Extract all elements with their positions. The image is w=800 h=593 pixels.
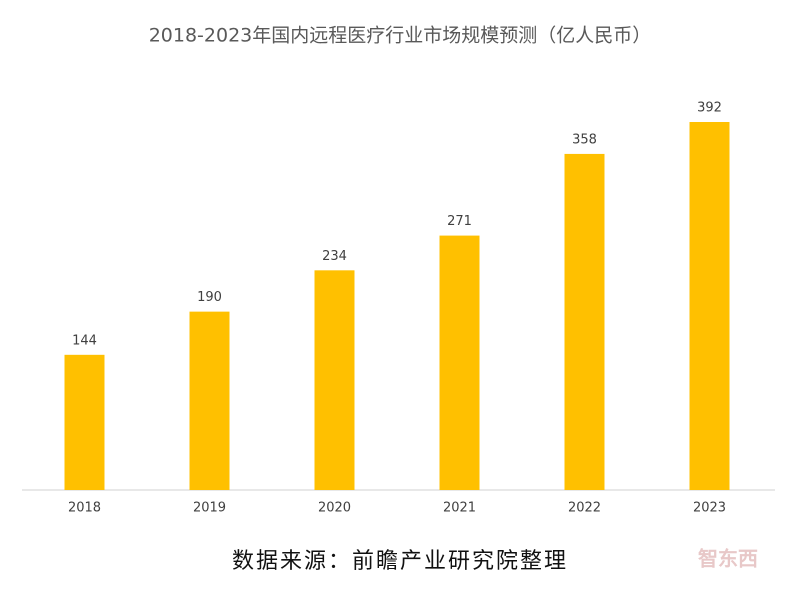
value-label: 234 bbox=[322, 249, 347, 264]
bar bbox=[189, 311, 230, 490]
source-note: 数据来源：前瞻产业研究院整理 bbox=[232, 549, 568, 574]
bar bbox=[64, 354, 105, 490]
x-tick-label: 2018 bbox=[68, 501, 101, 516]
x-tick-label: 2020 bbox=[318, 501, 351, 516]
value-label: 190 bbox=[197, 290, 222, 305]
value-label: 392 bbox=[697, 101, 722, 116]
value-label: 271 bbox=[447, 214, 472, 229]
value-label: 358 bbox=[572, 132, 597, 147]
x-tick-label: 2022 bbox=[568, 501, 601, 516]
x-tick-label: 2019 bbox=[193, 501, 226, 516]
x-tick-label: 2023 bbox=[693, 501, 726, 516]
bar bbox=[564, 153, 605, 490]
x-tick-label: 2021 bbox=[443, 501, 476, 516]
value-label: 144 bbox=[72, 333, 97, 348]
bar bbox=[314, 270, 355, 490]
watermark: 智东西 bbox=[698, 547, 758, 571]
chart-title: 2018-2023年国内远程医疗行业市场规模预测（亿人民币） bbox=[149, 25, 652, 47]
bar bbox=[689, 122, 730, 490]
bar bbox=[439, 235, 480, 490]
